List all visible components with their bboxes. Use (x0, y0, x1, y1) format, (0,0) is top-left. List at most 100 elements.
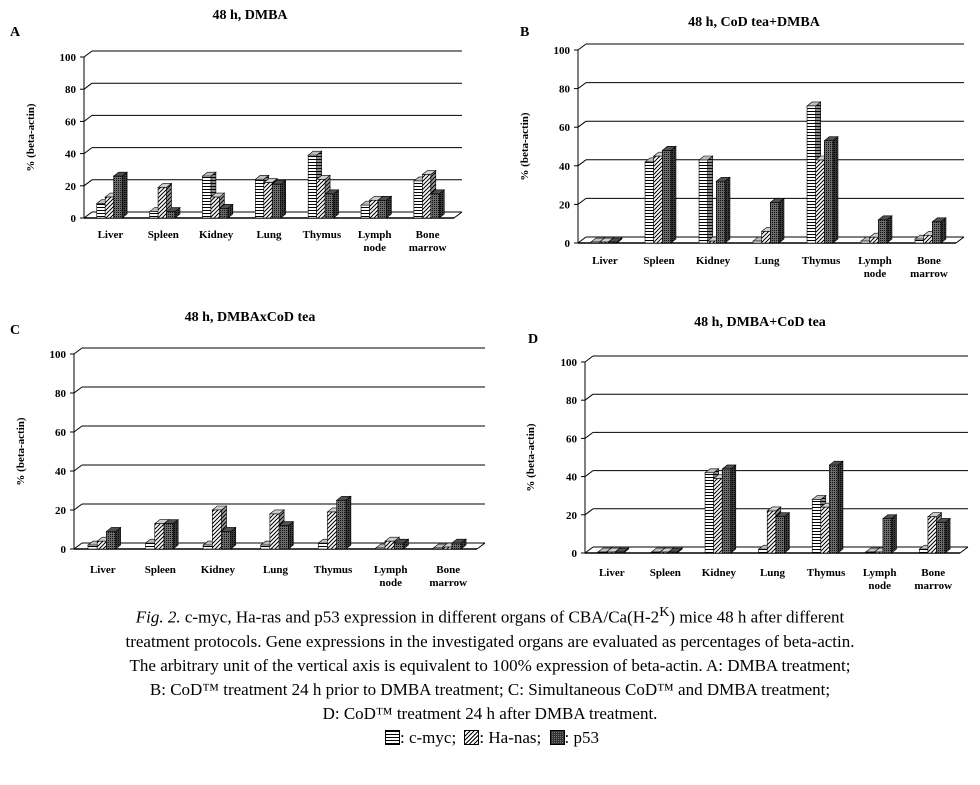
figure-charts: A 48 h, DMBA 0 20 40 60 80 100 % (beta-actin) Liv… (10, 8, 969, 592)
grid-diagonal (577, 159, 587, 167)
grid-diagonal (83, 50, 93, 58)
floor-left (577, 236, 587, 244)
category-label: Thymus (802, 255, 841, 267)
y-tick-label: 0 (565, 238, 571, 250)
floor-right (476, 542, 486, 550)
floor-right (959, 546, 969, 554)
panel-letter: A (10, 25, 21, 40)
panel-letter: B (520, 25, 529, 40)
chart-panel-c: C 48 h, DMBAxCoD tea 0 20 40 60 80 100 % (beta-a… (10, 310, 486, 589)
bar-p53 (112, 171, 128, 219)
category-label: Spleen (145, 564, 176, 576)
chart-panel-d: D 48 h, DMBA+CoD tea 0 20 40 60 80 100 % (beta-a… (525, 315, 969, 592)
bar-p53 (450, 538, 467, 550)
caption-line-1a: c-myc, Ha-ras and p53 expression in diff… (180, 607, 660, 627)
panel-letter: D (528, 332, 538, 347)
category-label: marrow (409, 242, 447, 254)
caption-line-4: B: CoD™ treatment 24 h prior to DMBA tre… (149, 679, 831, 699)
y-axis-label: % (beta-actin) (519, 112, 531, 180)
bar-p53 (661, 145, 677, 244)
bar-c-myc (698, 155, 714, 244)
y-tick-label: 40 (566, 472, 578, 484)
category-label: Liver (90, 564, 116, 576)
y-tick-label: 60 (559, 122, 571, 134)
chart-title: 48 h, DMBAxCoD tea (185, 310, 316, 325)
category-label: Kidney (696, 255, 731, 267)
y-tick-label: 100 (554, 45, 571, 57)
bar-p53 (614, 547, 630, 554)
grid-diagonal (577, 197, 587, 205)
legend-swatch-diagonal-icon (464, 729, 480, 745)
category-label: Lymph (863, 567, 897, 579)
grid-diagonal (73, 464, 83, 472)
bar-p53 (721, 464, 737, 554)
category-label: node (363, 242, 386, 254)
y-tick-label: 80 (566, 395, 578, 407)
category-label: marrow (914, 580, 952, 592)
y-tick-label: 20 (566, 510, 578, 522)
legend-label-ha-nas: : Ha-nas; (479, 727, 542, 747)
legend-label-c-myc: : c-myc; (400, 727, 457, 747)
category-label: Spleen (643, 255, 674, 267)
grid-diagonal (83, 115, 93, 122)
category-label: Thymus (303, 229, 342, 241)
figure-caption: Fig. 2. c-myc, Ha-ras and p53 expression… (0, 600, 980, 750)
grid-diagonal (83, 147, 93, 155)
bar-p53 (828, 460, 844, 554)
category-label: Spleen (148, 229, 179, 241)
category-label: Bone (436, 564, 460, 576)
caption-line-3: The arbitrary unit of the vertical axis … (129, 655, 851, 675)
category-label: Bone (921, 567, 945, 579)
y-tick-label: 100 (50, 349, 67, 361)
category-label: Liver (98, 229, 124, 241)
grid-diagonal (584, 508, 594, 516)
category-label: Bone (416, 229, 440, 241)
chart-panel-a: A 48 h, DMBA 0 20 40 60 80 100 % (beta-actin) Liv… (10, 8, 463, 254)
bar-p53 (220, 526, 237, 550)
y-tick-label: 40 (55, 466, 67, 478)
category-label: Liver (599, 567, 625, 579)
caption-superscript: K (659, 604, 670, 620)
y-tick-label: 0 (61, 544, 67, 556)
bar-p53 (163, 519, 180, 550)
bar-p53 (218, 203, 234, 219)
bar-p53 (335, 495, 352, 550)
y-tick-label: 60 (65, 116, 77, 128)
category-label: node (379, 577, 402, 589)
bar-p53 (607, 237, 623, 244)
bar-p53 (165, 206, 181, 219)
bar-p53 (774, 512, 791, 554)
bar-p53 (429, 189, 446, 219)
y-tick-label: 40 (559, 161, 571, 173)
grid-diagonal (577, 82, 587, 89)
y-tick-label: 60 (55, 427, 67, 439)
caption-line-1b: ) mice 48 h after different (669, 607, 845, 627)
y-axis-label: % (beta-actin) (25, 103, 37, 171)
category-label: Lung (256, 229, 282, 241)
category-label: marrow (429, 577, 467, 589)
grid-diagonal (73, 503, 83, 511)
y-tick-label: 100 (60, 52, 77, 64)
y-tick-label: 20 (55, 505, 67, 517)
y-tick-label: 40 (65, 149, 77, 161)
grid-diagonal (83, 179, 93, 187)
legend: : c-myc; : Ha-nas; : p53 (0, 726, 980, 750)
category-label: Kidney (199, 229, 234, 241)
bar-p53 (278, 520, 295, 550)
category-label: Kidney (702, 567, 737, 579)
chart-panel-b: B 48 h, CoD tea+DMBA 0 20 40 60 80 100 % (beta-a… (519, 15, 965, 280)
category-label: Lung (760, 567, 786, 579)
caption-fig-label: Fig. 2. (135, 607, 181, 627)
panel-letter: C (10, 323, 20, 338)
bar-p53 (715, 176, 731, 244)
chart-title: 48 h, DMBA+CoD tea (694, 315, 826, 330)
y-tick-label: 20 (559, 199, 571, 211)
y-tick-label: 80 (55, 388, 67, 400)
bar-p53 (931, 217, 947, 244)
bar-p53 (935, 517, 951, 554)
chart-title: 48 h, CoD tea+DMBA (688, 15, 821, 30)
category-label: Spleen (650, 567, 681, 579)
bar-p53 (667, 547, 684, 554)
bar-p53 (271, 179, 287, 219)
bar-p53 (393, 538, 410, 550)
